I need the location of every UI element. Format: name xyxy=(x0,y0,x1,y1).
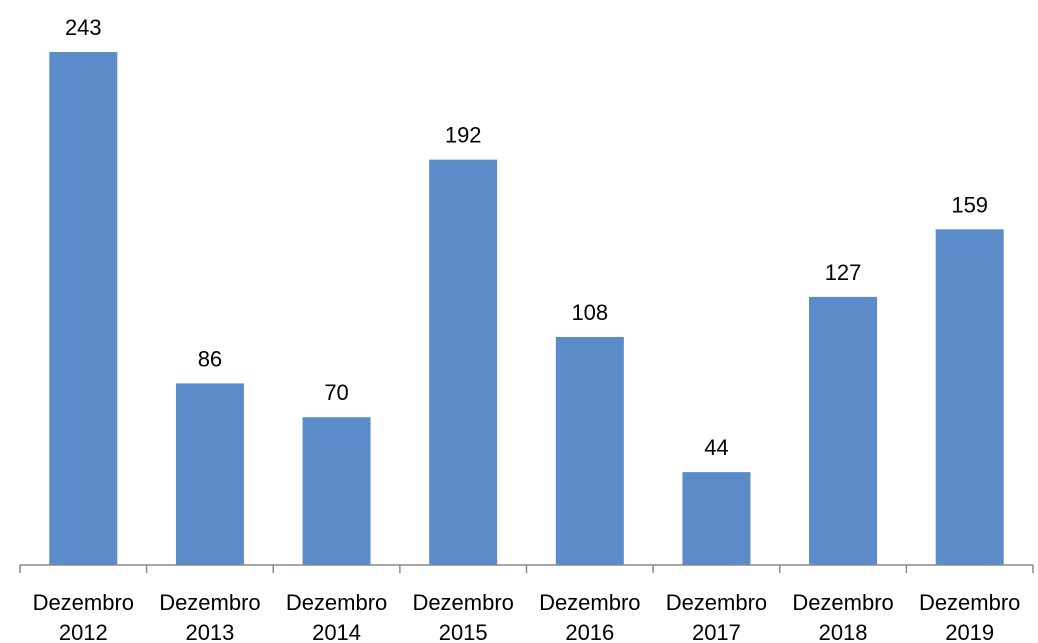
bar-2013 xyxy=(175,383,244,565)
x-tick-label-line: 2012 xyxy=(59,620,108,643)
x-tick-label-2013: Dezembro 2013 xyxy=(159,590,260,643)
x-tick-label-2017: Dezembro 2017 xyxy=(666,590,767,643)
x-tick-label-2014: Dezembro 2014 xyxy=(286,590,387,643)
x-tick-label-line: 2017 xyxy=(692,620,741,643)
x-tick-label-2018: Dezembro 2018 xyxy=(792,590,893,643)
x-tick-label-2012: Dezembro 2012 xyxy=(33,590,134,643)
bar-2019 xyxy=(935,229,1004,565)
x-tick-label-line: Dezembro xyxy=(33,590,134,615)
bar-2017 xyxy=(682,472,751,565)
data-labels-layer: 243 86 70 192 108 44 127 159 xyxy=(65,15,988,460)
data-label-2014: 70 xyxy=(324,380,348,405)
x-axis xyxy=(19,564,1034,573)
data-label-2013: 86 xyxy=(198,346,222,371)
x-tick-label-line: 2016 xyxy=(565,620,614,643)
data-label-2016: 108 xyxy=(571,300,608,325)
data-label-2018: 127 xyxy=(825,260,862,285)
x-tick-label-line: Dezembro xyxy=(412,590,513,615)
x-tick-label-line: 2018 xyxy=(819,620,868,643)
x-tick-label-line: Dezembro xyxy=(792,590,893,615)
data-label-2015: 192 xyxy=(445,123,482,148)
x-tick-label-line: Dezembro xyxy=(159,590,260,615)
bars-layer xyxy=(49,52,1004,566)
x-tick-label-2015: Dezembro 2015 xyxy=(412,590,513,643)
data-label-2017: 44 xyxy=(704,435,728,460)
x-tick-label-line: Dezembro xyxy=(539,590,640,615)
x-tick-label-line: 2015 xyxy=(439,620,488,643)
bar-2018 xyxy=(809,296,878,565)
x-tick-label-line: 2013 xyxy=(185,620,234,643)
data-label-2012: 243 xyxy=(65,15,102,40)
x-tick-label-line: Dezembro xyxy=(286,590,387,615)
bar-2015 xyxy=(429,159,498,566)
bar-2016 xyxy=(555,337,624,565)
x-tick-label-2019: Dezembro 2019 xyxy=(919,590,1020,643)
x-tick-label-line: Dezembro xyxy=(919,590,1020,615)
bar-2014 xyxy=(302,417,371,565)
x-tick-label-line: 2014 xyxy=(312,620,361,643)
x-tick-label-line: Dezembro xyxy=(666,590,767,615)
x-tick-label-2016: Dezembro 2016 xyxy=(539,590,640,643)
x-tick-label-line: 2019 xyxy=(945,620,994,643)
data-label-2019: 159 xyxy=(951,192,988,217)
bar-2012 xyxy=(49,52,118,565)
